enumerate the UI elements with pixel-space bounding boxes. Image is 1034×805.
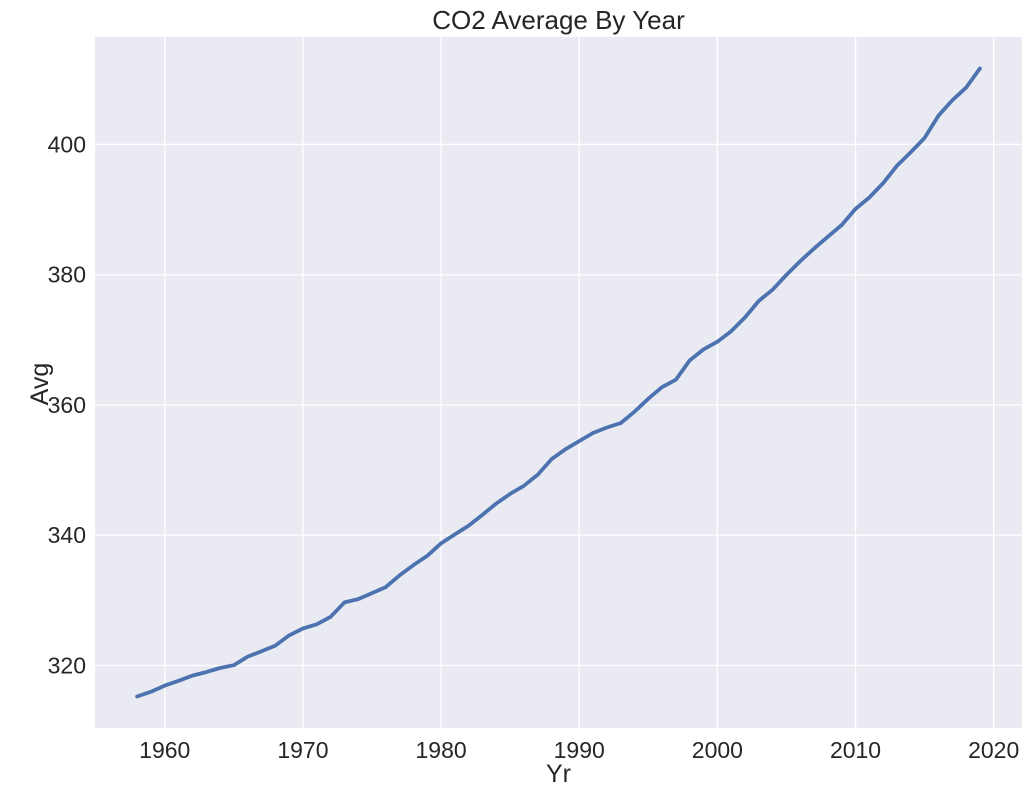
x-tick-label: 1970: [277, 737, 328, 763]
x-tick-label: 2010: [830, 737, 881, 763]
y-tick-label: 320: [48, 652, 86, 678]
x-tick-label: 1980: [415, 737, 466, 763]
y-tick-label: 400: [48, 131, 86, 157]
co2-line: [135, 66, 982, 699]
y-axis-label: Avg: [26, 362, 54, 406]
y-tick-label: 360: [48, 392, 86, 418]
plot-area: [95, 37, 1022, 728]
chart-title: CO2 Average By Year: [432, 5, 685, 35]
y-tick-label: 340: [48, 522, 86, 548]
x-tick-label: 1990: [554, 737, 605, 763]
x-tick-label: 2000: [692, 737, 743, 763]
x-axis-label: Yr: [546, 760, 571, 788]
x-tick-label: 2020: [968, 737, 1019, 763]
y-tick-label: 380: [48, 262, 86, 288]
x-tick-label: 1960: [139, 737, 190, 763]
